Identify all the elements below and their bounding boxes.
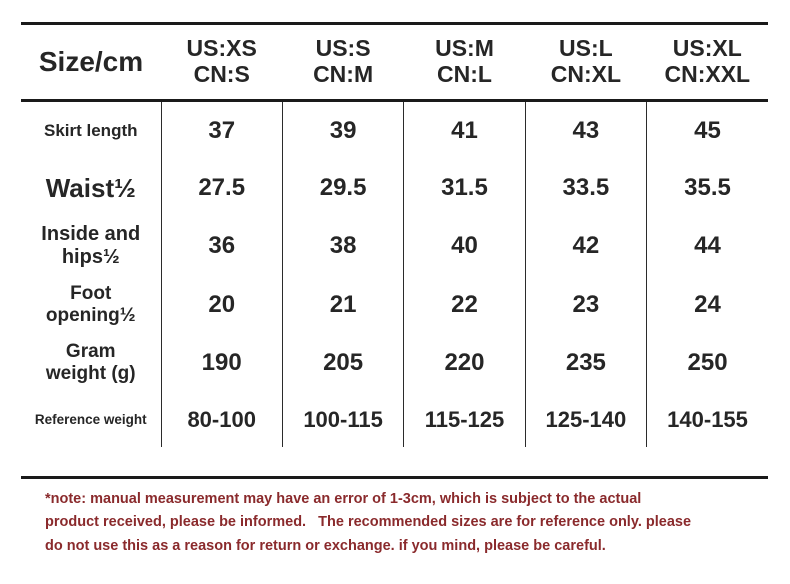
- cell-foot-opening-xs: 20: [160, 276, 283, 334]
- table-row: Foot opening½ 20 21 22 23 24: [21, 276, 768, 334]
- row-label-inside-hips-line1: Inside and: [41, 222, 141, 245]
- column-header-s: US:S CN:M: [282, 23, 404, 102]
- column-header-xl: US:XL CN:XXL: [646, 23, 768, 102]
- cell-inside-hips-xs: 36: [160, 216, 283, 276]
- cell-inside-hips-l: 42: [524, 216, 647, 276]
- column-header-m: US:M CN:L: [403, 23, 526, 102]
- cell-skirt-length-xs: 37: [160, 100, 283, 160]
- cell-waist-m: 31.5: [403, 160, 526, 216]
- row-label-foot-opening-line2: opening½: [45, 305, 136, 326]
- column-header-xl-us: US:XL: [672, 35, 742, 62]
- column-header-xs-cn: CN:S: [193, 61, 250, 87]
- cell-gram-weight-l: 235: [524, 334, 647, 392]
- table-row: Skirt length 37 39 41 43 45: [21, 100, 768, 161]
- table-row: Gram weight (g) 190 205 220 235 250: [21, 334, 768, 392]
- cell-waist-xl: 35.5: [646, 160, 768, 216]
- column-header-l-us: US:L: [559, 35, 613, 62]
- cell-foot-opening-m: 22: [403, 276, 526, 334]
- row-label-waist: Waist½: [21, 160, 161, 216]
- row-label-foot-opening-line1: Foot: [70, 282, 112, 304]
- row-label-gram-weight: Gram weight (g): [21, 334, 161, 392]
- cell-gram-weight-s: 205: [281, 334, 404, 392]
- cell-skirt-length-s: 39: [281, 100, 404, 160]
- cell-waist-l: 33.5: [524, 160, 647, 216]
- table-header-row: Size/cm US:XS CN:S US:S CN:M US:M CN:L U…: [21, 23, 768, 102]
- cell-skirt-length-l: 43: [524, 100, 647, 160]
- column-header-xs-us: US:XS: [186, 35, 257, 62]
- measurement-note-line2: product received, please be informed. Th…: [45, 514, 692, 531]
- row-label-skirt-length-line1: Skirt length: [43, 121, 138, 141]
- row-label-skirt-length: Skirt length: [21, 101, 161, 161]
- cell-skirt-length-xl: 45: [646, 100, 768, 160]
- row-label-gram-weight-line2: weight (g): [45, 363, 136, 384]
- cell-waist-s: 29.5: [281, 160, 404, 216]
- column-header-s-us: US:S: [315, 35, 371, 62]
- measurement-note: *note: manual measurement may have an er…: [45, 488, 750, 558]
- table-row: Waist½ 27.5 29.5 31.5 33.5 35.5: [21, 160, 768, 216]
- table-row: Reference weight 80-100 100-115 115-125 …: [21, 392, 768, 447]
- cell-waist-xs: 27.5: [160, 160, 283, 216]
- row-label-reference-weight-line1: Reference weight: [34, 411, 147, 427]
- cell-foot-opening-l: 23: [524, 276, 647, 334]
- cell-reference-weight-l: 125-140: [524, 392, 647, 447]
- header-corner-label: Size/cm: [21, 23, 161, 102]
- cell-reference-weight-m: 115-125: [403, 392, 526, 447]
- cell-reference-weight-s: 100-115: [281, 392, 404, 447]
- cell-skirt-length-m: 41: [403, 100, 526, 160]
- table-bottom-divider: [21, 476, 768, 479]
- table-row: Inside and hips½ 36 38 40 42 44: [21, 216, 768, 276]
- size-chart-table: Size/cm US:XS CN:S US:S CN:M US:M CN:L U…: [21, 22, 768, 447]
- row-label-inside-hips-line2: hips½: [61, 246, 120, 268]
- cell-gram-weight-xs: 190: [160, 334, 283, 392]
- cell-foot-opening-s: 21: [281, 276, 404, 334]
- cell-gram-weight-m: 220: [403, 334, 526, 392]
- row-label-gram-weight-line1: Gram: [65, 340, 116, 362]
- cell-foot-opening-xl: 24: [646, 276, 768, 334]
- column-header-m-cn: CN:L: [437, 61, 492, 87]
- column-header-l: US:L CN:XL: [525, 23, 647, 102]
- measurement-note-line3: do not use this as a reason for return o…: [45, 537, 606, 554]
- cell-inside-hips-xl: 44: [646, 216, 768, 276]
- cell-gram-weight-xl: 250: [646, 334, 768, 392]
- cell-reference-weight-xs: 80-100: [160, 392, 283, 447]
- column-header-s-cn: CN:M: [313, 61, 374, 87]
- row-label-reference-weight: Reference weight: [21, 392, 161, 447]
- measurement-note-line1: *note: manual measurement may have an er…: [45, 491, 642, 507]
- row-label-foot-opening: Foot opening½: [21, 276, 161, 334]
- cell-inside-hips-s: 38: [281, 216, 404, 276]
- column-header-xl-cn: CN:XXL: [664, 61, 751, 87]
- row-label-inside-hips: Inside and hips½: [21, 216, 161, 276]
- column-header-xs: US:XS CN:S: [161, 23, 283, 102]
- column-header-l-cn: CN:XL: [550, 61, 621, 87]
- row-label-waist-line1: Waist½: [45, 172, 136, 203]
- column-header-m-us: US:M: [435, 35, 494, 62]
- cell-reference-weight-xl: 140-155: [646, 392, 768, 447]
- cell-inside-hips-m: 40: [403, 216, 526, 276]
